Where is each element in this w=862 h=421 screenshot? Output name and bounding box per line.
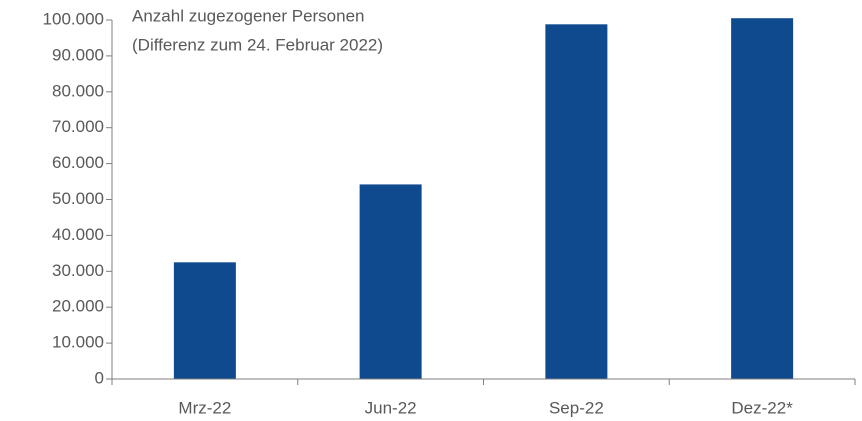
y-tick-label: 50.000 <box>52 189 104 208</box>
y-tick-label: 70.000 <box>52 117 104 136</box>
x-tick-label: Jun-22 <box>365 398 417 417</box>
y-tick-label: 80.000 <box>52 81 104 100</box>
bar <box>359 184 422 379</box>
y-tick-label: 60.000 <box>52 153 104 172</box>
bar <box>545 24 608 379</box>
y-tick-label: 10.000 <box>52 333 104 352</box>
bar <box>173 262 236 379</box>
y-tick-label: 0 <box>95 368 104 387</box>
y-tick-label: 30.000 <box>52 261 104 280</box>
x-tick-label: Sep-22 <box>549 398 604 417</box>
x-tick-label: Dez-22* <box>731 398 793 417</box>
chart-title: Anzahl zugezogener Personen <box>132 6 365 25</box>
bar <box>731 18 794 380</box>
y-tick-label: 40.000 <box>52 225 104 244</box>
y-tick-label: 90.000 <box>52 45 104 64</box>
x-tick-label: Mrz-22 <box>178 398 231 417</box>
y-tick-label: 20.000 <box>52 297 104 316</box>
chart-subtitle: (Differenz zum 24. Februar 2022) <box>132 35 383 54</box>
y-tick-label: 100.000 <box>43 9 104 28</box>
